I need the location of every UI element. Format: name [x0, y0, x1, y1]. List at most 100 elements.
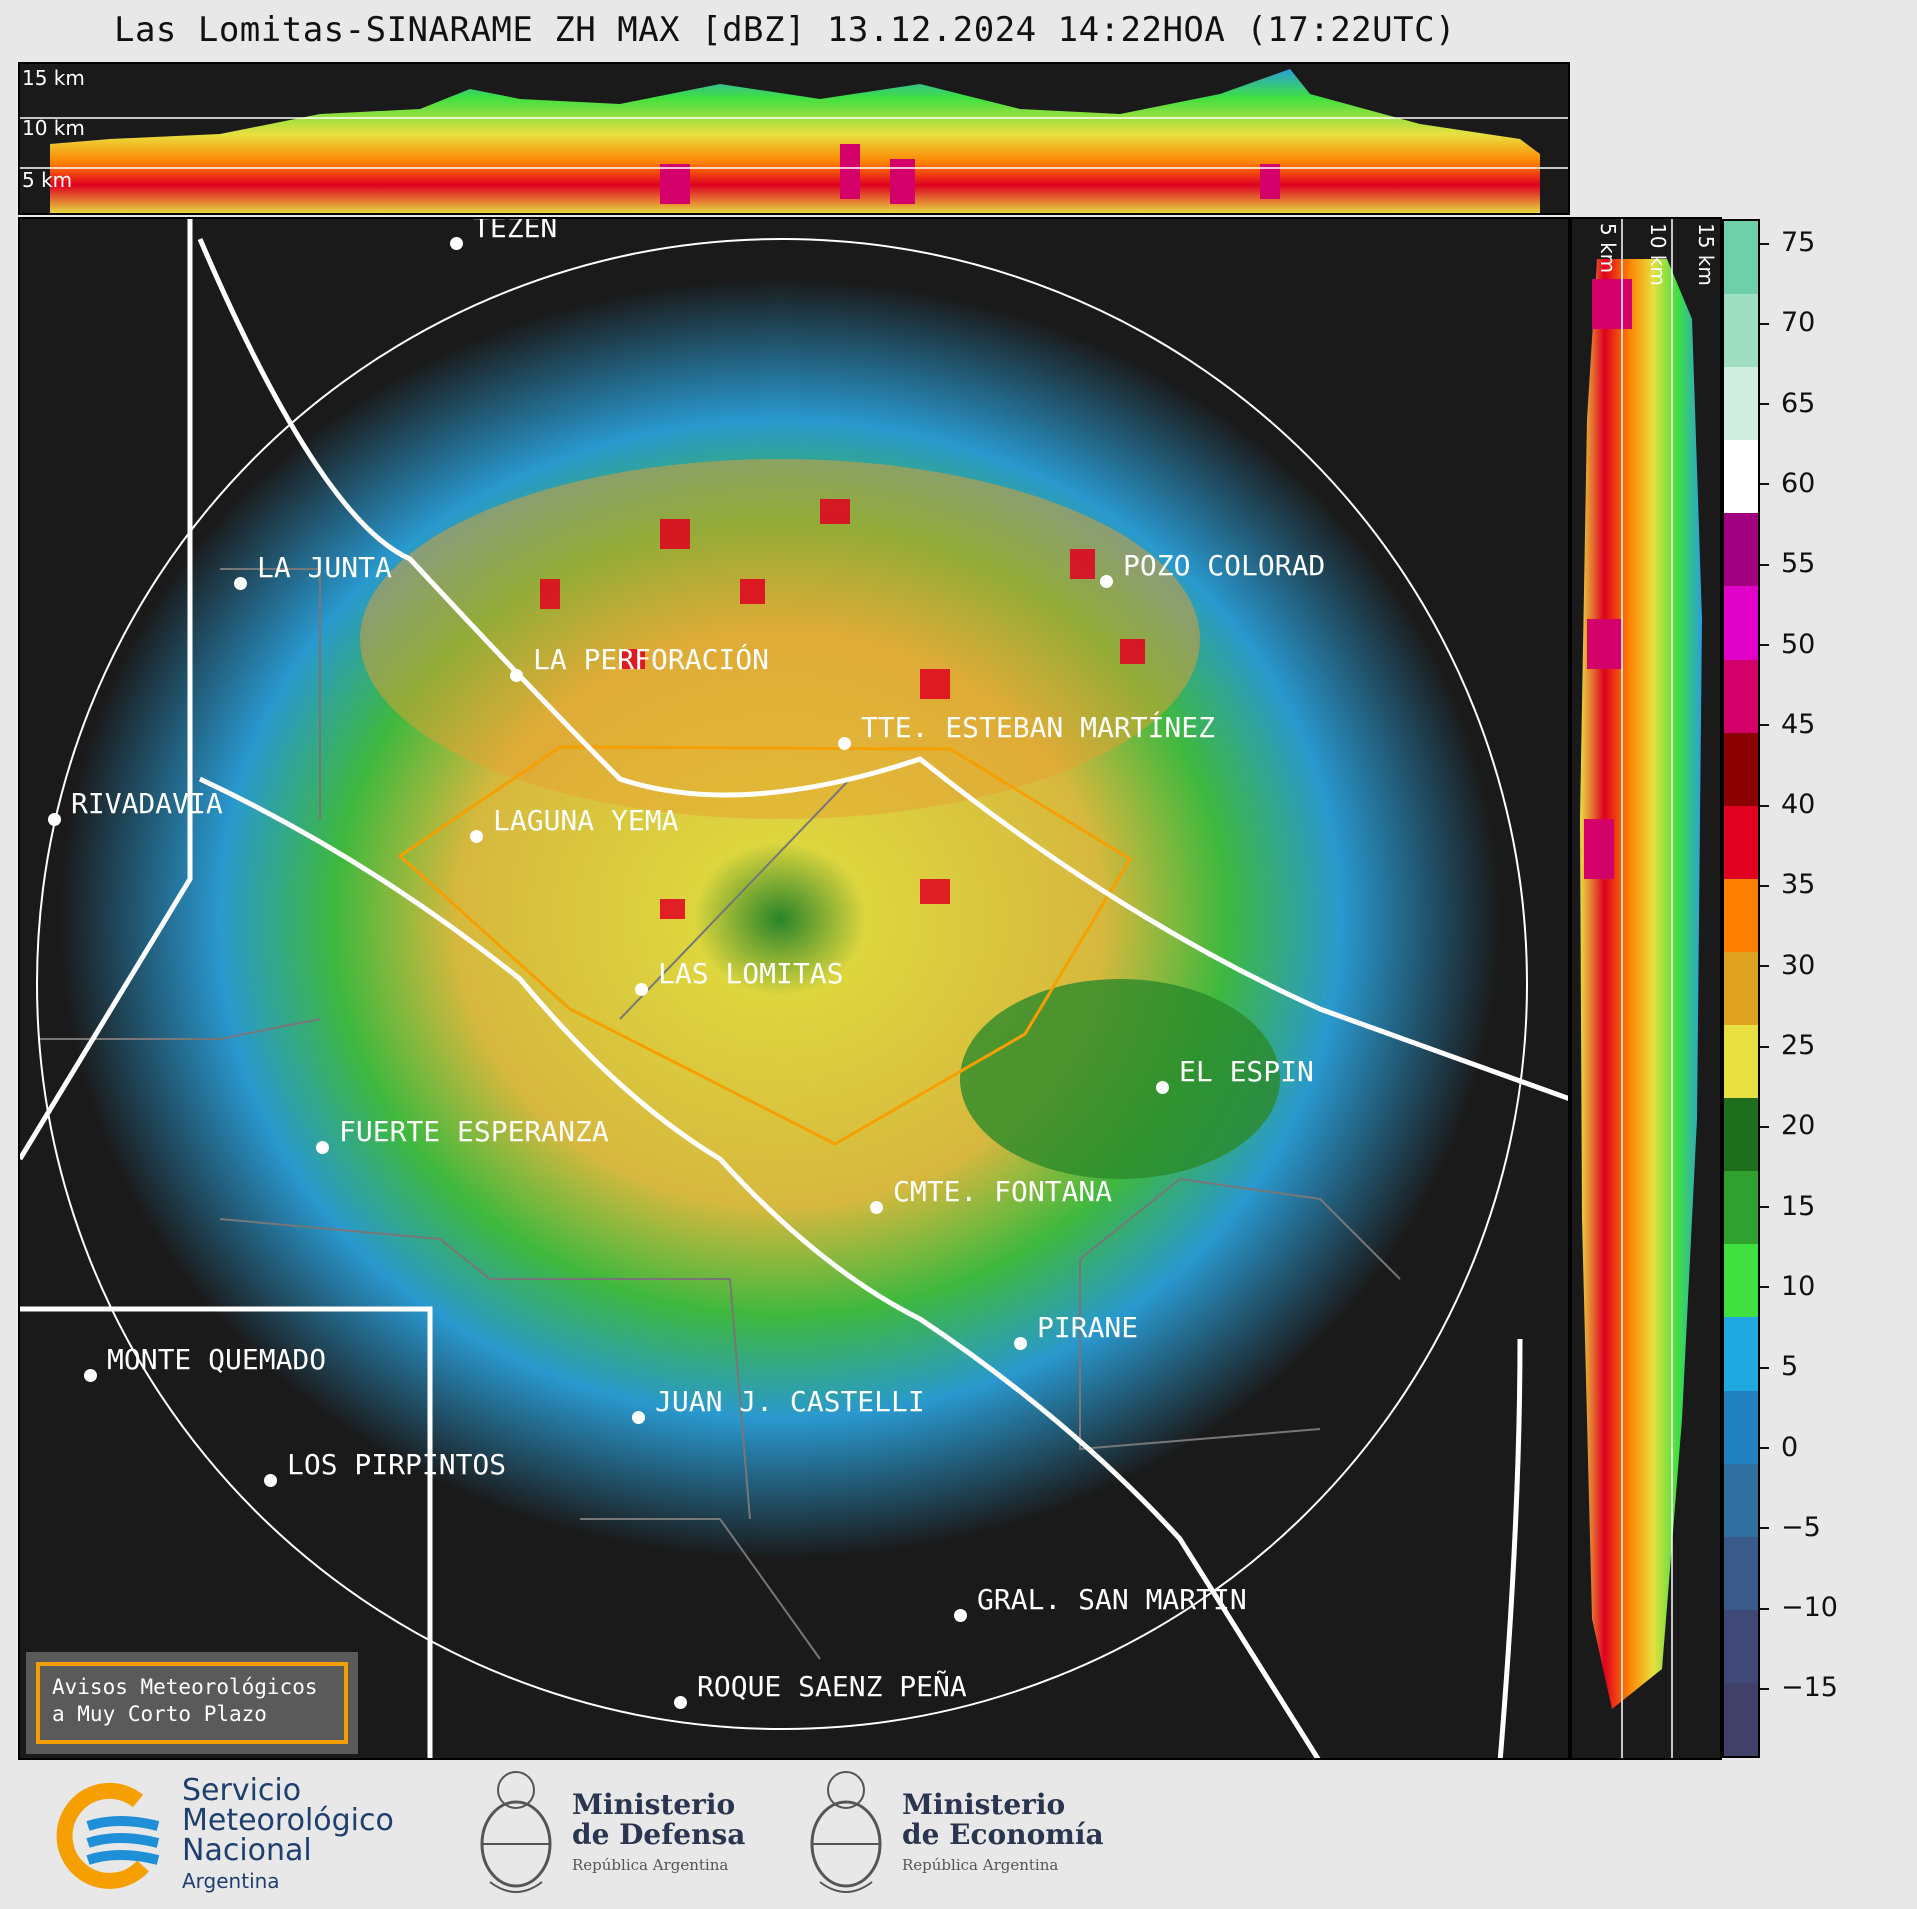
warning-box[interactable]: Avisos Meteorológicos a Muy Corto Plazo [26, 1652, 358, 1754]
tick-mark [1760, 1607, 1769, 1610]
city-monte-quemado[interactable]: MONTE QUEMADO [84, 1343, 326, 1392]
warning-polygon [397, 745, 1133, 1146]
tick-mark [1760, 1286, 1769, 1289]
tick-mark [1760, 1125, 1769, 1128]
city-rivadavia[interactable]: RIVADAVIA [48, 787, 223, 836]
colorbar-tick-label: 5 [1760, 1351, 1798, 1382]
colorbar-segment [1724, 1025, 1758, 1100]
city-el-espinillo[interactable]: EL ESPIN [1156, 1055, 1314, 1104]
top-cross-section-plot [20, 69, 1568, 213]
economia-line-3: República Argentina [902, 1856, 1059, 1874]
range-ring [36, 238, 1528, 1730]
city-tte-esteban-martinez[interactable]: TTE. ESTEBAN MARTÍNEZ [838, 711, 1215, 760]
colorbar-segment [1724, 1390, 1758, 1465]
defensa-line-2: de Defensa [572, 1818, 746, 1851]
tick-text: 65 [1781, 387, 1816, 419]
colorbar-tick-label: 25 [1760, 1030, 1815, 1061]
colorbar-segment [1724, 1317, 1758, 1392]
colorbar-segment [1724, 878, 1758, 953]
tick-mark [1760, 242, 1769, 245]
side-km-label-5: 5 km [1596, 223, 1620, 274]
colorbar-tick-label: −10 [1760, 1592, 1838, 1623]
tick-text: 45 [1781, 708, 1816, 740]
ministerio-economia-logo[interactable]: Ministerio de Economía República Argenti… [800, 1762, 1104, 1902]
colorbar-segment [1724, 513, 1758, 588]
tick-mark [1760, 1527, 1769, 1530]
colorbar-segment [1724, 1536, 1758, 1611]
tick-mark [1760, 1687, 1769, 1690]
tick-mark [1760, 563, 1769, 566]
city-dot [264, 1474, 277, 1487]
city-la-junta[interactable]: LA JUNTA [234, 551, 392, 600]
ministerio-defensa-text: Ministerio de Defensa República Argentin… [572, 1790, 746, 1875]
defensa-line-3: República Argentina [572, 1856, 729, 1874]
warning-box-inner: Avisos Meteorológicos a Muy Corto Plazo [36, 1662, 348, 1744]
colorbar-tick-label: 30 [1760, 950, 1815, 981]
colorbar-tick-label: 10 [1760, 1271, 1815, 1302]
tick-text: 35 [1781, 869, 1816, 901]
side-cross-section: 5 km 10 km 15 km [1570, 217, 1722, 1760]
tick-text: 50 [1781, 628, 1816, 660]
department-borders [40, 568, 1401, 1660]
tick-text: 15 [1781, 1190, 1816, 1222]
city-las-lomitas[interactable]: LAS LOMITAS [635, 957, 843, 1006]
ministerio-defensa-logo[interactable]: Ministerio de Defensa República Argentin… [470, 1762, 745, 1902]
city-dot [48, 813, 61, 826]
tick-text: 75 [1781, 227, 1816, 258]
colorbar-segment [1724, 221, 1758, 296]
colorbar-ticks: 75 70 65 60 55 50 45 40 35 30 25 20 15 10 5 0 −5 −10 −15 [1760, 219, 1910, 1758]
city-gral-san-martin[interactable]: GRAL. SAN MARTIN [954, 1583, 1247, 1632]
smn-line-3: Nacional [182, 1833, 312, 1868]
city-los-pirpintos[interactable]: LOS PIRPINTOS [264, 1448, 506, 1497]
colorbar-tick-label: 55 [1760, 548, 1815, 579]
radar-map-svg [20, 219, 1568, 1758]
tick-text: 0 [1781, 1431, 1799, 1463]
tick-mark [1760, 483, 1769, 486]
tick-text: −15 [1781, 1672, 1838, 1704]
footer: Servicio Meteorológico Nacional Argentin… [0, 1760, 1917, 1909]
high-reflectivity-cells [540, 499, 1145, 919]
tick-text: 20 [1781, 1110, 1816, 1142]
side-km-label-15: 15 km [1694, 223, 1718, 286]
city-dot [470, 830, 483, 843]
city-laguna-yema[interactable]: LAGUNA YEMA [470, 804, 678, 853]
tick-mark [1760, 322, 1769, 325]
city-dot [510, 669, 523, 682]
smn-emblem-icon [56, 1782, 160, 1889]
tick-text: −10 [1781, 1592, 1838, 1624]
economia-line-1: Ministerio [902, 1788, 1066, 1821]
colorbar-segment [1724, 440, 1758, 515]
radar-map[interactable]: TEZÉN LA JUNTA POZO COLORAD LA PERFORACI… [18, 217, 1570, 1760]
city-tezen[interactable]: TEZÉN [450, 219, 557, 260]
city-pirane[interactable]: PIRANE [1014, 1311, 1138, 1360]
city-juan-j-castelli[interactable]: JUAN J. CASTELLI [632, 1385, 925, 1434]
city-dot [870, 1201, 883, 1214]
city-dot [84, 1369, 97, 1382]
city-dot [1100, 575, 1113, 588]
colorbar-segment [1724, 1171, 1758, 1246]
tick-mark [1760, 965, 1769, 968]
city-roque-saenz-pena[interactable]: ROQUE SAENZ PEÑA [674, 1670, 967, 1719]
smn-logo[interactable]: Servicio Meteorológico Nacional Argentin… [48, 1776, 394, 1896]
tick-text: 25 [1781, 1030, 1816, 1061]
city-fuerte-esperanza[interactable]: FUERTE ESPERANZA [316, 1115, 609, 1164]
colorbar-tick-label: −5 [1760, 1512, 1821, 1543]
warning-line-1: Avisos Meteorológicos [52, 1675, 318, 1699]
tick-mark [1760, 403, 1769, 406]
tick-mark [1760, 1447, 1769, 1449]
colorbar-segment [1724, 805, 1758, 880]
colorbar-tick-label: 50 [1760, 629, 1815, 660]
colorbar-segment [1724, 586, 1758, 661]
city-cmte-fontana[interactable]: CMTE. FONTANA [870, 1175, 1112, 1224]
tick-text: 5 [1781, 1351, 1799, 1383]
smn-line-4: Argentina [182, 1869, 280, 1893]
colorbar-segment [1724, 294, 1758, 369]
city-pozo-colorado[interactable]: POZO COLORAD [1100, 549, 1325, 598]
city-dot [234, 577, 247, 590]
colorbar-segment [1724, 367, 1758, 442]
tick-mark [1760, 884, 1769, 887]
tick-mark [1760, 1366, 1769, 1369]
top-km-label-5: 5 km [22, 168, 73, 192]
city-la-perforacion[interactable]: LA PERFORACIÓN [510, 643, 769, 692]
colorbar-segment [1724, 659, 1758, 734]
